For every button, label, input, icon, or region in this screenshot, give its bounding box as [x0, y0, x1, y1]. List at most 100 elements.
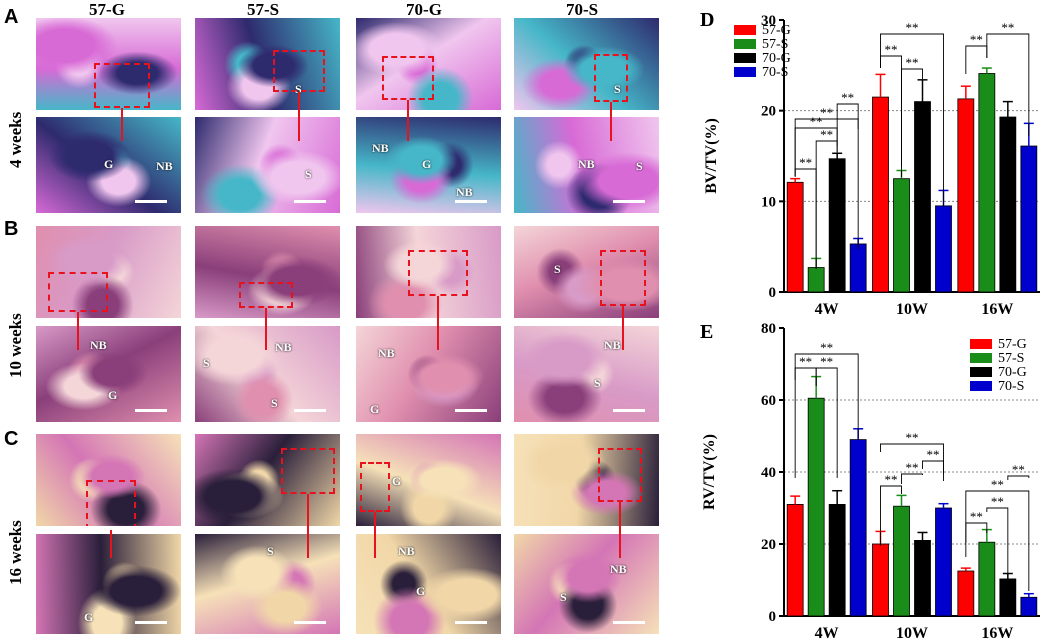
zoom-arrow — [265, 308, 267, 350]
scale-bar — [455, 409, 487, 412]
bar — [872, 543, 889, 617]
tissue-label: NB — [604, 338, 621, 352]
bar — [914, 101, 931, 293]
scale-bar — [294, 409, 326, 412]
bar — [849, 243, 867, 293]
region-of-interest-box — [600, 250, 646, 306]
legend-swatch — [970, 339, 992, 349]
region-of-interest-box — [273, 50, 325, 92]
panel-letter-d: D — [700, 9, 714, 31]
legend-label: 57-G — [998, 337, 1027, 352]
significance-bracket — [880, 443, 944, 474]
significance-marker: ** — [841, 90, 854, 105]
column-header-70-s: 70-S — [565, 0, 599, 19]
tissue-label: NB — [90, 338, 107, 352]
y-tick-label: 30 — [761, 13, 776, 29]
significance-marker: ** — [906, 55, 919, 70]
histology-image: S — [195, 18, 340, 110]
legend-label: 57-S — [762, 37, 788, 52]
significance-marker: ** — [906, 20, 919, 35]
y-tick-label: 0 — [769, 285, 777, 301]
histology-image: NB G — [356, 534, 501, 634]
tissue-label: NB — [372, 141, 389, 155]
significance-marker: ** — [885, 42, 898, 57]
histology-image — [356, 226, 501, 318]
bar — [935, 507, 952, 617]
tissue-label: S — [267, 544, 274, 558]
significance-marker: ** — [799, 354, 812, 369]
column-header-70-g: 70-G — [406, 0, 442, 19]
panel-letter-e: E — [700, 321, 713, 343]
legend-swatch — [734, 25, 756, 35]
histology-image: S — [195, 534, 340, 634]
scale-bar — [455, 621, 487, 624]
y-tick-label: 60 — [761, 393, 776, 409]
histology-image: NB S — [514, 534, 659, 634]
significance-marker: ** — [970, 509, 983, 524]
tissue-label: G — [370, 402, 380, 416]
significance-bracket — [901, 473, 923, 484]
bar — [807, 397, 825, 617]
significance-bracket — [880, 485, 902, 546]
tissue-label: S — [560, 590, 567, 604]
tissue-label: G — [104, 157, 114, 171]
bv-tv-chart: D BV/TV(%) 0 10 20 30 4W 10W 16W 57-G57-S70-G70… — [700, 9, 1040, 314]
histology-image — [36, 434, 181, 526]
bar — [1020, 145, 1038, 293]
zoom-arrow — [407, 100, 409, 141]
histology-image: NB G — [356, 326, 501, 422]
zoom-arrow — [77, 312, 79, 350]
bar — [935, 205, 952, 293]
scale-bar — [613, 621, 645, 624]
y-tick-label: 20 — [761, 537, 776, 553]
y-tick-label: 20 — [761, 104, 776, 120]
legend-swatch — [734, 39, 756, 49]
rv-tv-ylabel: RV/TV(%) — [701, 434, 718, 510]
bar — [893, 505, 910, 617]
zoom-arrow — [110, 530, 112, 558]
region-of-interest-box — [360, 462, 390, 512]
zoom-arrow — [298, 92, 300, 141]
histology-image: S NB S — [195, 326, 340, 422]
scale-bar — [294, 200, 326, 203]
significance-marker: ** — [1012, 462, 1025, 477]
significance-bracket — [965, 490, 1030, 591]
panel-letter-b: B — [4, 218, 19, 240]
row-label-4-weeks: 4 weeks — [6, 111, 25, 168]
tissue-label: S — [554, 262, 561, 276]
legend-label: 70-G — [762, 51, 791, 66]
legend-label: 70-G — [998, 365, 1027, 380]
tissue-label: S — [636, 159, 643, 173]
bar — [872, 96, 889, 293]
legend-label: 57-G — [762, 23, 791, 38]
x-tick-label: 16W — [981, 301, 1013, 314]
region-of-interest-box — [94, 63, 150, 108]
row-label-10-weeks: 10 weeks — [6, 313, 25, 378]
zoom-arrow — [121, 108, 123, 141]
region-of-interest-box — [48, 272, 108, 312]
zoom-arrow — [437, 296, 439, 350]
bar — [914, 539, 931, 617]
legend-swatch — [734, 53, 756, 63]
tissue-label: NB — [398, 544, 415, 558]
x-tick-label: 10W — [896, 301, 928, 314]
tissue-label: G — [108, 388, 118, 402]
scale-bar — [455, 200, 487, 203]
rv-tv-chart: E RV/TV(%) 0 20 40 60 80 4W 10W 16W 57-G57-S70-G… — [700, 321, 1040, 638]
region-of-interest-box — [281, 448, 335, 494]
significance-bracket — [986, 507, 1009, 576]
legend-label: 70-S — [762, 65, 788, 80]
row-label-16-weeks: 16 weeks — [6, 520, 25, 585]
significance-marker: ** — [820, 340, 833, 355]
region-of-interest-box — [408, 250, 468, 296]
bar — [786, 181, 804, 293]
zoom-arrow — [619, 502, 621, 558]
bar — [786, 503, 804, 617]
tissue-label: NB — [578, 157, 595, 171]
tissue-label: S — [295, 82, 302, 96]
y-tick-label: 80 — [761, 321, 776, 337]
scale-bar — [135, 200, 167, 203]
significance-marker: ** — [991, 477, 1004, 492]
histology-image: S — [514, 226, 659, 318]
legend-swatch — [734, 67, 756, 77]
